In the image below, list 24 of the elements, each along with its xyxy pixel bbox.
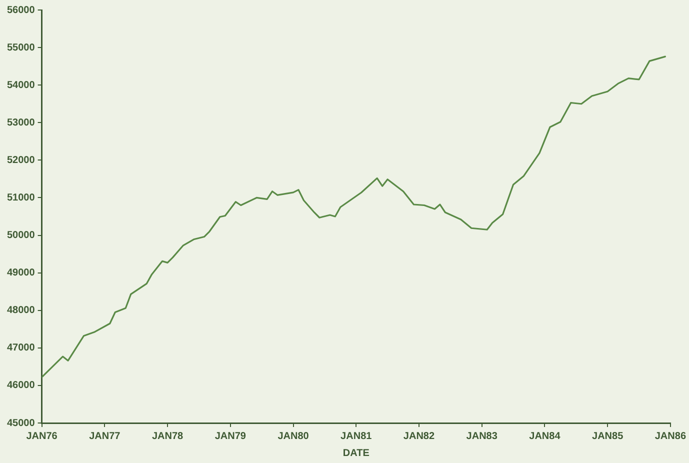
y-tick-label: 47000	[6, 342, 36, 354]
y-tick-label: 51000	[6, 192, 36, 204]
y-tick-label: 48000	[6, 305, 36, 316]
x-tick-label: JAN80	[278, 430, 310, 442]
y-tick-label: 52000	[6, 154, 36, 166]
y-tick-label: 56000	[6, 4, 36, 16]
x-tick-label: JAN86	[654, 430, 686, 442]
x-tick-label: JAN76	[26, 430, 58, 442]
y-tick-label: 45000	[6, 418, 36, 429]
x-tick-label: JAN85	[592, 430, 624, 442]
x-tick-label: JAN77	[89, 430, 121, 442]
x-tick-label: JAN79	[214, 430, 246, 442]
y-tick-label: 53000	[6, 117, 36, 128]
y-tick-label: 55000	[6, 42, 36, 54]
x-tick-label: JAN82	[403, 430, 435, 442]
x-axis-title: DATE	[342, 448, 370, 459]
x-tick-label: JAN81	[340, 430, 372, 442]
x-tick-label: JAN78	[152, 430, 184, 442]
y-tick-label: 49000	[6, 268, 36, 279]
x-tick-label: JAN84	[529, 430, 561, 442]
x-tick-label: JAN83	[466, 430, 498, 442]
y-tick-label: 54000	[6, 80, 36, 91]
y-tick-label: 50000	[6, 230, 36, 242]
y-tick-label: 46000	[6, 380, 36, 392]
